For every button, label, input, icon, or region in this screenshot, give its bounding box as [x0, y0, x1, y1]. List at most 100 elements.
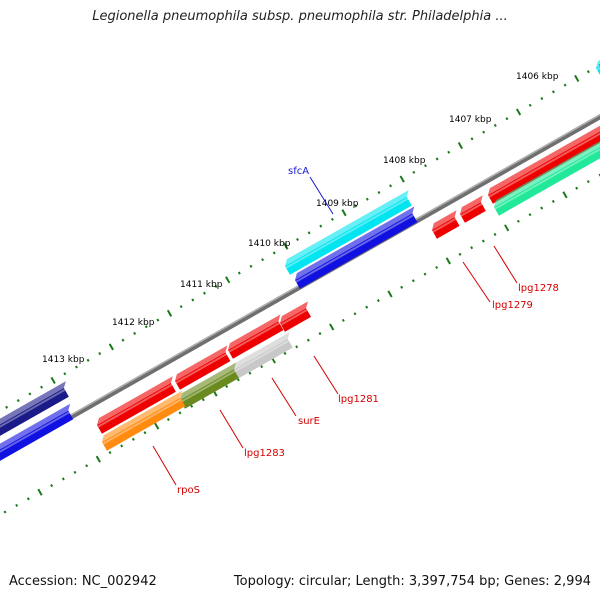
minor-tick	[435, 157, 439, 161]
gene-label-surE: surE	[298, 416, 320, 427]
tick-label: 1407 kbp	[449, 115, 492, 125]
surE-leader	[271, 377, 297, 417]
minor-tick	[133, 331, 137, 335]
minor-tick	[201, 398, 205, 402]
tick-label: 1410 kbp	[248, 239, 291, 249]
gene-sfcA[interactable]	[285, 190, 412, 275]
minor-tick	[458, 252, 462, 256]
minor-tick	[306, 338, 310, 342]
minor-tick	[341, 318, 345, 322]
minor-tick	[73, 470, 77, 474]
gene-navy-left[interactable]	[0, 381, 69, 438]
minor-tick	[400, 285, 404, 289]
minor-tick	[63, 372, 67, 376]
gene-cyan-right[interactable]	[596, 51, 600, 76]
minor-tick	[296, 237, 299, 242]
minor-tick	[283, 351, 287, 355]
gene-rpoS[interactable]	[102, 390, 186, 451]
minor-tick	[423, 272, 427, 276]
gene-lpg1283-olive[interactable]	[180, 362, 239, 409]
minor-tick	[120, 444, 124, 448]
minor-tick	[249, 264, 253, 268]
gene-features	[0, 51, 600, 464]
gene-label-lpg1279: lpg1279	[492, 300, 533, 311]
gene-lpg1278-upper[interactable]	[488, 119, 600, 204]
minor-tick	[248, 371, 252, 375]
minor-tick	[61, 477, 65, 481]
gene-lpg1283-red[interactable]	[175, 345, 231, 390]
minor-tick	[272, 251, 276, 255]
minor-tick	[516, 219, 520, 223]
inner-tick-row	[3, 173, 600, 514]
tick-label: 1412 kbp	[112, 318, 155, 328]
minor-tick	[365, 197, 369, 201]
minor-tick	[528, 103, 532, 107]
major-tick	[50, 376, 56, 384]
minor-tick	[377, 190, 381, 195]
major-tick	[108, 343, 114, 351]
major-tick	[457, 142, 463, 150]
tick-label: 1408 kbp	[383, 156, 426, 166]
minor-tick	[354, 204, 358, 208]
minor-tick	[505, 117, 509, 121]
minor-tick	[260, 365, 264, 369]
major-tick	[166, 309, 173, 317]
minor-tick	[98, 352, 102, 356]
minor-tick	[28, 392, 32, 396]
genome-summary-text: Topology: circular; Length: 3,397,754 bp…	[233, 574, 591, 589]
minor-tick	[178, 411, 182, 415]
minor-tick	[131, 437, 135, 441]
minor-tick	[144, 325, 148, 329]
major-tick	[329, 323, 335, 331]
gene-surE[interactable]	[233, 332, 293, 379]
minor-tick	[586, 180, 590, 184]
minor-tick	[551, 90, 555, 94]
minor-tick	[202, 291, 206, 295]
gene-lpg1281[interactable]	[280, 301, 312, 332]
tick-label: 1413 kbp	[42, 355, 85, 365]
minor-tick	[389, 184, 393, 188]
minor-tick	[214, 284, 218, 289]
minor-tick	[563, 83, 567, 87]
gene-mint-right[interactable]	[494, 136, 600, 216]
lpg1281-leader	[313, 355, 339, 395]
gene-sfcA-blue[interactable]	[295, 206, 418, 289]
minor-tick	[50, 484, 54, 488]
lpg1278-leader	[493, 245, 518, 284]
gene-label-group: sfcA lpg1278 lpg1279 lpg1281 surE lpg128…	[177, 166, 559, 496]
gene-lpg1279-b[interactable]	[432, 210, 460, 239]
minor-tick	[482, 130, 486, 134]
major-tick	[37, 488, 43, 496]
leader-lines	[152, 176, 518, 486]
minor-tick	[586, 70, 590, 74]
major-tick	[574, 74, 580, 82]
minor-tick	[319, 224, 323, 228]
minor-tick	[318, 332, 322, 336]
gene-lpg1282[interactable]	[228, 314, 284, 359]
minor-tick	[412, 170, 416, 174]
accession-text: Accession: NC_002942	[9, 574, 157, 589]
sfcA-leader	[309, 176, 334, 215]
minor-tick	[528, 213, 532, 217]
major-tick	[562, 191, 568, 199]
minor-tick	[424, 164, 427, 168]
minor-tick	[365, 305, 369, 309]
outer-tick-row	[5, 63, 600, 409]
minor-tick	[26, 497, 30, 501]
minor-tick	[540, 97, 544, 101]
major-tick	[341, 209, 347, 217]
gene-lpg1279-a[interactable]	[460, 195, 486, 223]
major-tick	[445, 257, 451, 265]
gene-blue-left[interactable]	[0, 403, 74, 464]
minor-tick	[3, 510, 7, 514]
minor-tick	[237, 271, 241, 275]
minor-tick	[16, 399, 20, 403]
lpg1279-leader	[462, 261, 491, 303]
minor-tick	[143, 431, 147, 435]
minor-tick	[353, 312, 357, 316]
minor-tick	[575, 186, 579, 190]
tick-label: 1411 kbp	[180, 280, 223, 290]
major-tick	[154, 422, 160, 430]
major-tick	[515, 108, 522, 116]
gene-rpoS-red[interactable]	[97, 376, 176, 434]
